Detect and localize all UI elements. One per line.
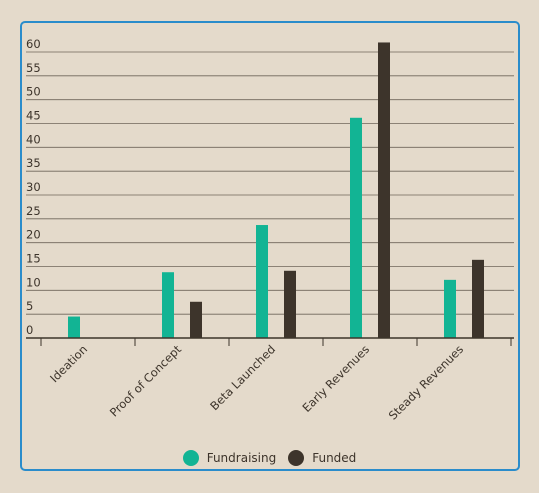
bar-fundraising-0 — [68, 316, 80, 338]
y-tick-label: 10 — [26, 275, 41, 289]
y-tick-label: 40 — [26, 132, 41, 146]
bar-chart: 0 5 10 15 20 25 30 35 40 45 50 55 60 Ideation Proof o… — [26, 37, 514, 423]
grid-lines — [26, 51, 514, 315]
x-category-label: Early Revenues — [299, 342, 372, 415]
chart-frame — [20, 21, 520, 471]
legend: Fundraising Funded — [0, 450, 539, 466]
bar-funded-1 — [190, 301, 202, 338]
y-axis-tick-labels: 0 5 10 15 20 25 30 35 40 45 50 55 60 — [26, 37, 41, 337]
bar-funded-4 — [472, 259, 484, 338]
x-axis-category-labels: Ideation Proof of Concept Beta Launched Ear… — [47, 342, 466, 423]
legend-label-funded: Funded — [312, 451, 357, 465]
legend-swatch-fundraising — [182, 450, 199, 466]
y-tick-label: 60 — [26, 37, 41, 51]
x-category-label: Proof of Concept — [107, 342, 185, 420]
bar-fundraising-2 — [256, 225, 268, 338]
x-category-label: Beta Launched — [207, 342, 278, 413]
legend-item-funded[interactable]: Funded — [288, 450, 356, 466]
y-tick-label: 15 — [26, 252, 41, 266]
y-tick-label: 30 — [26, 180, 41, 194]
y-tick-label: 45 — [26, 109, 41, 123]
y-tick-label: 25 — [26, 204, 41, 218]
y-tick-label: 50 — [26, 85, 41, 99]
bar-fundraising-1 — [162, 272, 174, 338]
bar-fundraising-3 — [350, 117, 362, 338]
legend-item-fundraising[interactable]: Fundraising — [182, 450, 277, 466]
legend-swatch-funded — [288, 450, 305, 466]
bars — [68, 42, 484, 338]
x-category-label: Ideation — [47, 342, 90, 385]
bar-fundraising-4 — [444, 279, 456, 338]
y-tick-label: 20 — [26, 228, 41, 242]
bar-funded-2 — [284, 270, 296, 338]
x-category-label: Steady Revenues — [386, 342, 466, 422]
y-tick-label: 5 — [26, 299, 33, 313]
y-tick-label: 0 — [26, 323, 33, 337]
y-tick-label: 55 — [26, 61, 41, 75]
bar-funded-3 — [378, 42, 390, 338]
legend-label-fundraising: Fundraising — [206, 451, 277, 465]
x-axis — [26, 337, 514, 346]
y-tick-label: 35 — [26, 156, 41, 170]
